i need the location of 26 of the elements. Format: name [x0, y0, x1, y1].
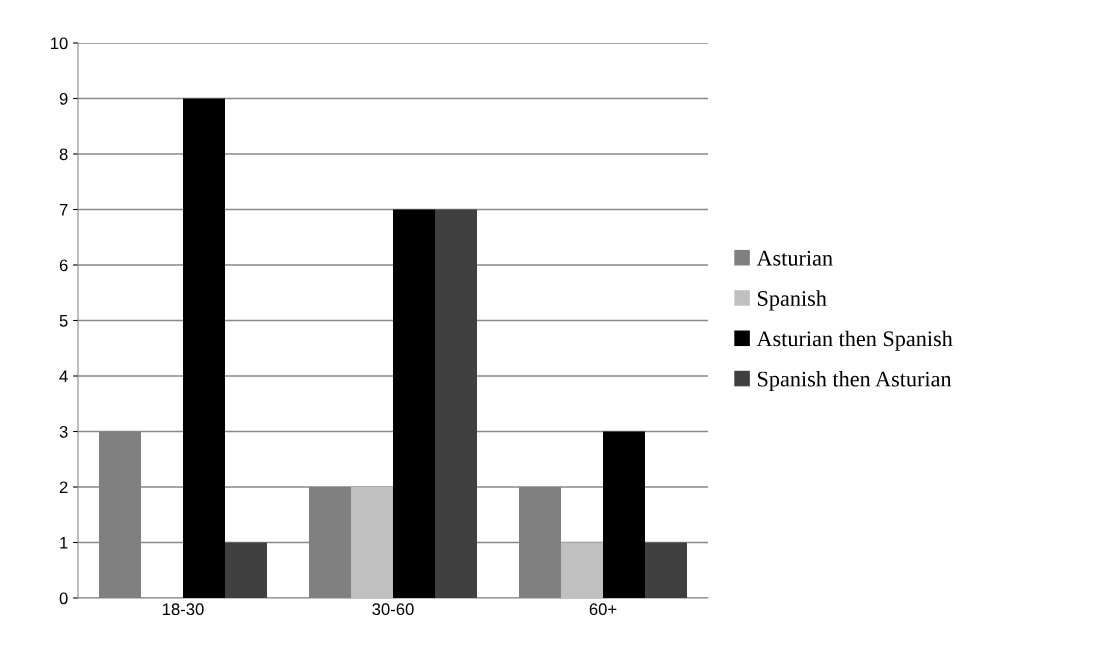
y-tick-label: 0 — [59, 592, 68, 605]
legend-label: Spanish — [758, 290, 827, 311]
x-tick-label: 60+ — [589, 603, 617, 616]
x-tick-label: 30-60 — [372, 603, 414, 616]
legend-label: Asturian — [756, 250, 833, 266]
bar — [435, 209, 477, 598]
y-tick-label: 3 — [59, 425, 68, 438]
y-tick-label: 4 — [59, 370, 68, 383]
y-tick-label: 8 — [59, 148, 68, 161]
y-tick-label: 10 — [51, 37, 68, 50]
y-tick-label: 1 — [60, 537, 68, 549]
legend-label: Spanish then Asturian — [758, 370, 952, 392]
y-tick-label: 6 — [59, 259, 68, 272]
bar — [561, 542, 603, 598]
legend-label: Asturian then Spanish — [756, 330, 953, 351]
y-tick-label: 9 — [59, 92, 68, 105]
x-tick-label: 18-30 — [162, 603, 204, 616]
bar — [645, 542, 687, 598]
bar — [183, 98, 225, 598]
y-tick-label: 5 — [59, 315, 68, 327]
bar — [603, 431, 645, 598]
bar — [225, 542, 267, 598]
y-tick-label: 7 — [59, 204, 68, 216]
bar — [351, 487, 393, 598]
bar — [393, 209, 435, 598]
y-tick-label: 2 — [59, 481, 68, 494]
